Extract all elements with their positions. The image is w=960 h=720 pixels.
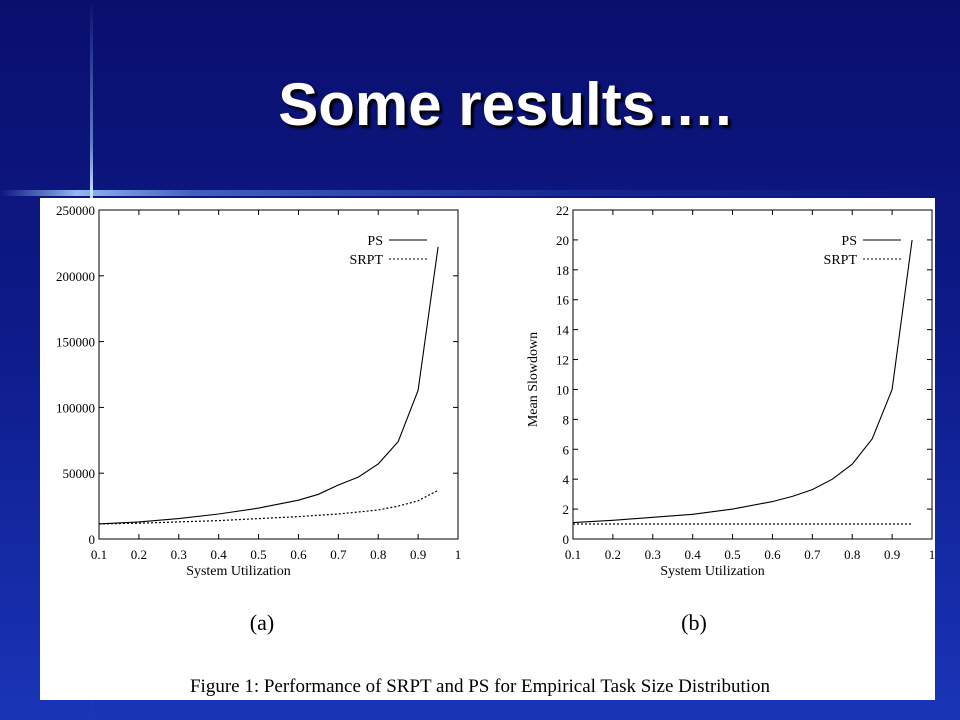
decorative-glow-horizontal — [0, 190, 960, 196]
y-tick-label: 22 — [556, 203, 569, 218]
y-tick-label: 18 — [556, 263, 569, 278]
figure-panel: 0.1 0.2 0.3 0.4 0.5 0.6 0.7 0.8 0.9 1 0 50000 100000… — [40, 198, 935, 700]
x-tick-label: 0.9 — [410, 547, 426, 562]
legend-label: PS — [841, 234, 857, 249]
x-tick-label: 0.9 — [884, 547, 900, 562]
x-tick-label: 0.5 — [250, 547, 266, 562]
series-line-srpt — [98, 489, 439, 525]
x-axis-label: System Utilization — [660, 564, 765, 579]
x-tick-label: 0.7 — [804, 547, 821, 562]
y-tick-label: 6 — [563, 442, 570, 457]
plot-frame — [572, 209, 933, 540]
panel-label-a: (a) — [250, 610, 274, 635]
slide-title: Some results…. — [278, 71, 732, 138]
plot-frame — [98, 209, 459, 540]
legend-label: SRPT — [824, 253, 858, 268]
x-tick-label: 0.1 — [565, 547, 581, 562]
chart-a: 0.1 0.2 0.3 0.4 0.5 0.6 0.7 0.8 0.9 1 0 50000 100000… — [56, 203, 461, 579]
x-tick-label: 0.8 — [844, 547, 860, 562]
series-line-ps — [572, 239, 913, 524]
legend-label: PS — [367, 234, 383, 249]
y-tick-label: 2 — [563, 502, 570, 517]
y-tick-label: 0 — [563, 532, 570, 547]
y-tick-label: 250000 — [56, 203, 95, 218]
x-tick-label: 1 — [929, 547, 935, 562]
series-line-ps — [98, 246, 439, 525]
x-axis-label: System Utilization — [186, 564, 291, 579]
y-tick-label: 4 — [563, 472, 570, 487]
x-tick-label: 0.2 — [605, 547, 621, 562]
y-tick-label: 0 — [89, 532, 96, 547]
y-tick-label: 200000 — [56, 269, 95, 284]
y-tick-label: 10 — [556, 382, 569, 397]
x-tick-label: 0.1 — [91, 547, 107, 562]
x-tick-label: 1 — [455, 547, 462, 562]
y-tick-label: 16 — [556, 293, 570, 308]
y-tick-label: 12 — [556, 353, 569, 368]
x-tick-label: 0.4 — [211, 547, 228, 562]
x-tick-label: 0.4 — [685, 547, 702, 562]
figure-svg: 0.1 0.2 0.3 0.4 0.5 0.6 0.7 0.8 0.9 1050000100000… — [56, 203, 935, 697]
y-tick-label: 100000 — [56, 400, 95, 415]
y-tick-label: 8 — [563, 412, 570, 427]
x-tick-label: 0.6 — [290, 547, 307, 562]
x-tick-label: 0.2 — [131, 547, 147, 562]
chart-b: 0.1 0.2 0.3 0.4 0.5 0.6 0.7 0.8 0.9 1024681012141… — [526, 203, 935, 579]
y-tick-label: 20 — [556, 233, 569, 248]
y-tick-label: 150000 — [56, 335, 95, 350]
panel-label-b: (b) — [681, 610, 707, 635]
y-tick-label: 50000 — [63, 466, 96, 481]
x-tick-label: 0.8 — [370, 547, 386, 562]
x-tick-label: 0.5 — [724, 547, 740, 562]
x-tick-label: 0.3 — [645, 547, 661, 562]
x-tick-label: 0.3 — [171, 547, 187, 562]
figure-caption: Figure 1: Performance of SRPT and PS for… — [190, 676, 771, 697]
y-tick-label: 14 — [556, 323, 570, 338]
legend-label: SRPT — [350, 253, 384, 268]
y-axis-label: Mean Slowdown — [526, 332, 541, 427]
x-tick-label: 0.6 — [764, 547, 781, 562]
x-tick-label: 0.7 — [330, 547, 347, 562]
